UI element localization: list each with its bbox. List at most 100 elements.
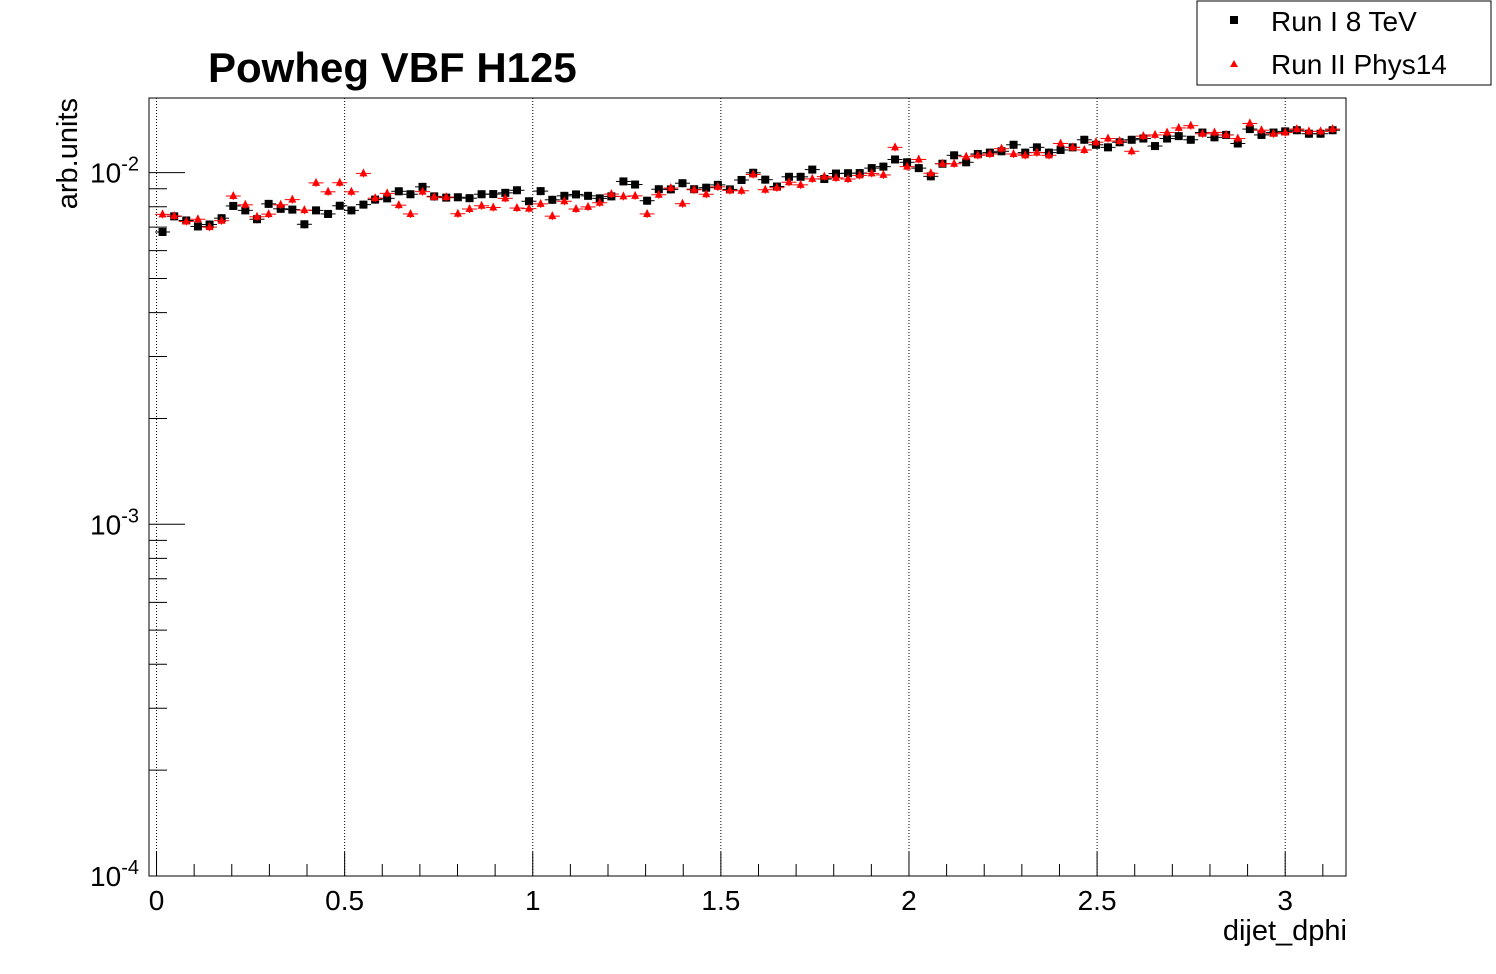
- run1-point: [1186, 135, 1195, 144]
- run1-point: [572, 190, 581, 199]
- run2-point: [643, 208, 652, 217]
- run2-point: [584, 201, 593, 210]
- y-tick-label: 10-4: [90, 857, 139, 892]
- run1-point: [560, 191, 569, 200]
- y-tick-label: 10-2: [90, 154, 139, 189]
- run2-point: [867, 168, 876, 177]
- run1-point: [158, 227, 167, 236]
- run2-point: [595, 197, 604, 206]
- run2-point: [891, 142, 900, 151]
- run2-point: [938, 158, 947, 167]
- run1-point: [229, 201, 238, 210]
- run1-point: [796, 172, 805, 181]
- run2-point: [1044, 150, 1053, 159]
- run2-point: [1056, 138, 1065, 147]
- run2-point: [359, 168, 368, 177]
- run1-point: [477, 190, 486, 199]
- run2-point: [1151, 129, 1160, 138]
- run1-point: [241, 206, 250, 215]
- run2-point: [241, 199, 250, 208]
- run1-point: [300, 220, 309, 229]
- run2-point: [666, 183, 675, 192]
- axis-ticks: [149, 172, 1324, 877]
- run2-point: [1281, 127, 1290, 136]
- run1-point: [1174, 132, 1183, 141]
- run2-point: [1009, 148, 1018, 157]
- run1-point: [678, 179, 687, 188]
- run1-point: [512, 186, 521, 195]
- run2-point: [914, 154, 923, 163]
- run2-point: [1257, 125, 1266, 134]
- run2-point: [217, 215, 226, 224]
- run2-point: [973, 150, 982, 159]
- run2-point: [264, 209, 273, 218]
- x-tick-label: 2: [901, 885, 917, 916]
- run2-point: [1245, 118, 1254, 127]
- run2-point: [950, 158, 959, 167]
- run1-point: [324, 209, 333, 218]
- run2-point: [489, 202, 498, 211]
- run1-point: [950, 151, 959, 160]
- run1-point: [1233, 139, 1242, 148]
- run2-point: [465, 204, 474, 213]
- run1-point: [1032, 143, 1041, 152]
- run2-point: [524, 203, 533, 212]
- run1-point: [453, 193, 462, 202]
- run1-point: [1151, 142, 1160, 151]
- run2-point: [749, 169, 758, 178]
- run2-point: [383, 188, 392, 197]
- run2-point: [1233, 133, 1242, 142]
- run2-point: [229, 191, 238, 200]
- x-axis-label: dijet_dphi: [1223, 915, 1347, 947]
- run1-point: [1103, 143, 1112, 152]
- x-tick-label: 0: [149, 885, 165, 916]
- run1-point: [1127, 135, 1136, 144]
- run1-point: [1009, 140, 1018, 149]
- run1-point: [276, 204, 285, 213]
- run2-point: [312, 177, 321, 186]
- run2-point: [820, 171, 829, 180]
- run1-point: [465, 194, 474, 203]
- run2-point: [844, 174, 853, 183]
- legend-entry-run1: Run I 8 TeV: [1271, 6, 1417, 37]
- run1-point: [879, 162, 888, 171]
- run2-point: [572, 204, 581, 213]
- run1-point: [867, 164, 876, 173]
- run1-point: [1210, 133, 1219, 142]
- run2-point: [394, 200, 403, 209]
- chart-title: Powheg VBF H125: [208, 44, 577, 91]
- run1-point: [844, 169, 853, 178]
- run2-point: [1021, 150, 1030, 159]
- run1-point: [501, 188, 510, 197]
- legend-marker-square: [1230, 16, 1238, 24]
- run2-point: [855, 170, 864, 179]
- run2-point: [831, 172, 840, 181]
- run1-point: [1056, 145, 1065, 154]
- run2-point: [347, 186, 356, 195]
- run2-point: [1174, 122, 1183, 131]
- run2-point: [477, 200, 486, 209]
- legend-box: [1196, 0, 1492, 86]
- run2-point: [713, 181, 722, 190]
- run1-point: [784, 172, 793, 181]
- run2-point: [962, 151, 971, 160]
- run2-point: [536, 198, 545, 207]
- run2-point: [631, 190, 640, 199]
- legend: Run I 8 TeV Run II Phys14: [1196, 0, 1492, 86]
- run1-point: [914, 164, 923, 173]
- run2-point: [772, 182, 781, 191]
- run1-point: [891, 155, 900, 164]
- x-tick-label: 1.5: [701, 885, 740, 916]
- run1-point: [654, 185, 663, 194]
- run2-point: [512, 203, 521, 212]
- run1-point: [193, 222, 202, 231]
- run1-point: [808, 165, 817, 174]
- run2-point: [1292, 124, 1301, 133]
- x-tick-label: 2.5: [1078, 885, 1117, 916]
- grid-lines: [156, 98, 1286, 876]
- run2-point: [1222, 129, 1231, 138]
- run2-point: [997, 143, 1006, 152]
- run2-point: [1304, 126, 1313, 135]
- run1-point: [524, 197, 533, 206]
- run2-point: [796, 179, 805, 188]
